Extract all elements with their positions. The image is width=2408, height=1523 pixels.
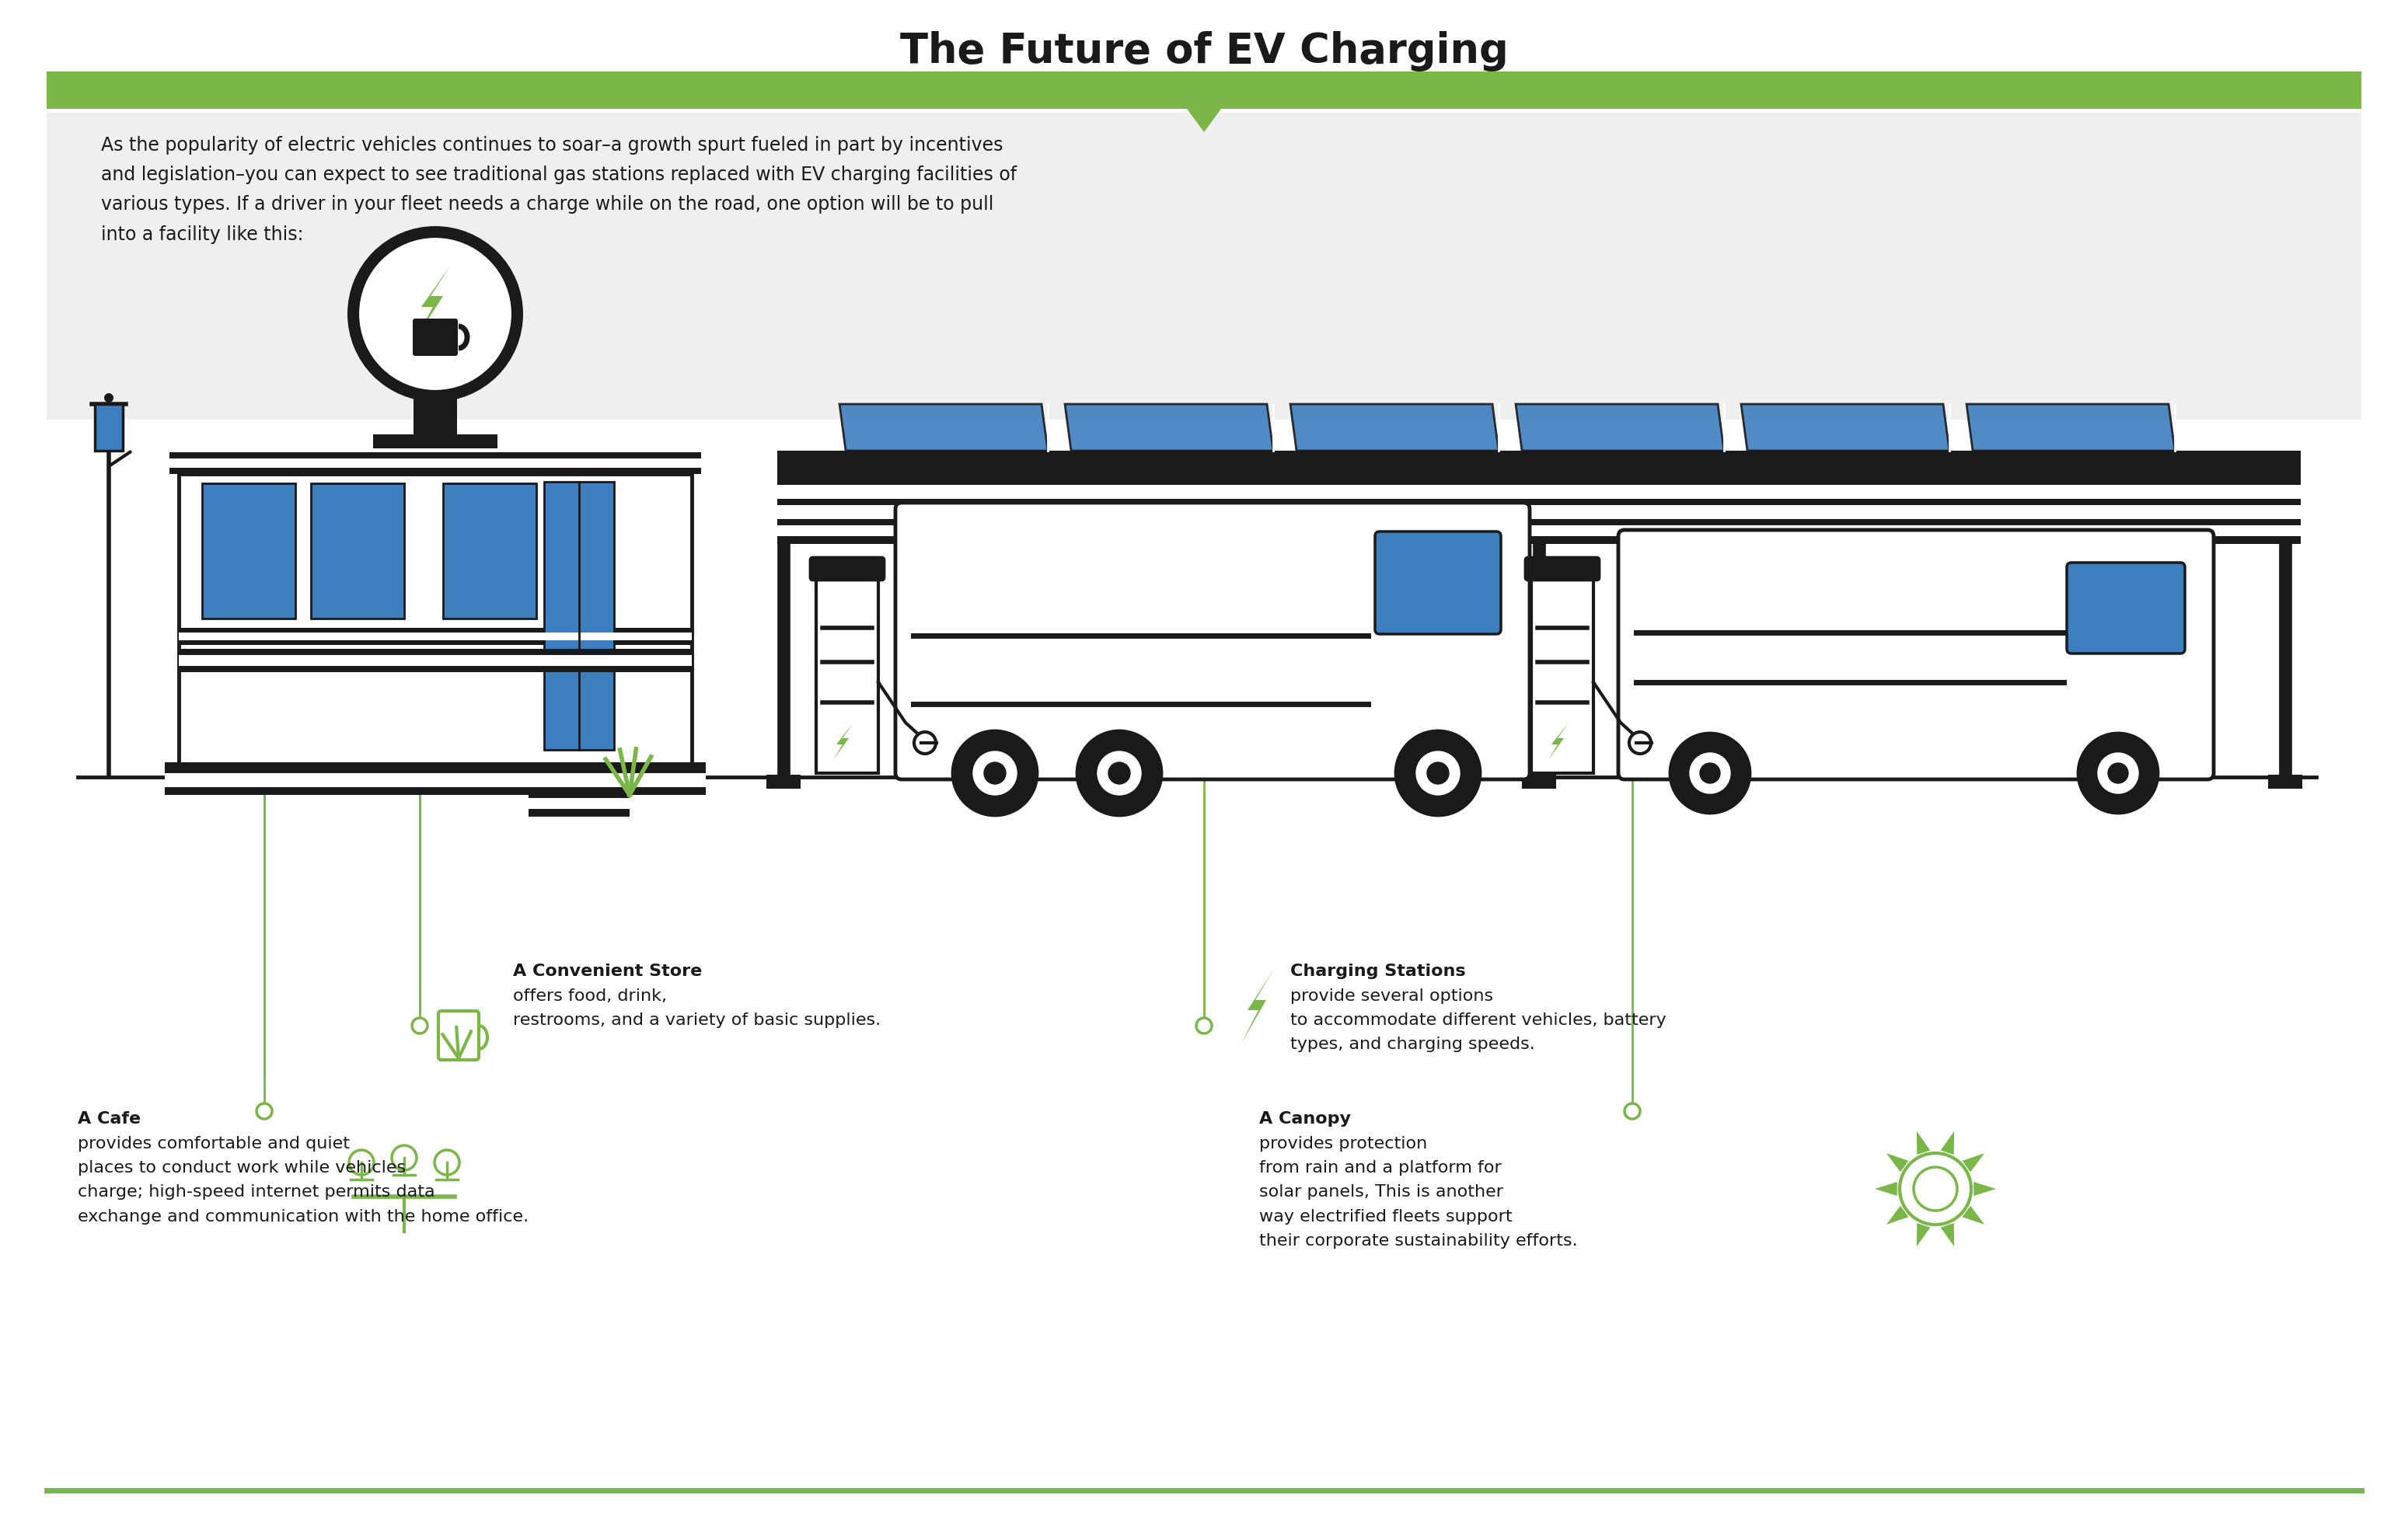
- Bar: [46, 72, 2362, 108]
- Circle shape: [1108, 763, 1129, 784]
- Bar: [778, 519, 2300, 544]
- Circle shape: [1394, 731, 1481, 816]
- FancyBboxPatch shape: [1618, 530, 2213, 780]
- Bar: [94, 404, 123, 451]
- Circle shape: [915, 733, 937, 754]
- FancyBboxPatch shape: [412, 318, 458, 356]
- Circle shape: [1630, 733, 1652, 754]
- Bar: [311, 483, 405, 618]
- Polygon shape: [1885, 1206, 1910, 1224]
- Text: offers food, drink,
restrooms, and a variety of basic supplies.: offers food, drink, restrooms, and a var…: [513, 988, 881, 1028]
- Text: A Cafe: A Cafe: [77, 1112, 140, 1127]
- Circle shape: [1914, 1167, 1958, 1211]
- Bar: [2268, 775, 2302, 789]
- Bar: [527, 798, 628, 809]
- Ellipse shape: [347, 225, 523, 402]
- Circle shape: [2078, 733, 2158, 813]
- Text: As the popularity of electric vehicles continues to soar–a growth spurt fueled i: As the popularity of electric vehicles c…: [101, 136, 1016, 244]
- Bar: [46, 113, 2362, 420]
- Text: provides protection
from rain and a platform for
solar panels, This is another
w: provides protection from rain and a plat…: [1259, 1136, 1577, 1249]
- Polygon shape: [1064, 404, 1274, 451]
- Polygon shape: [1967, 404, 2174, 451]
- Bar: [178, 655, 691, 666]
- FancyBboxPatch shape: [809, 557, 884, 580]
- Circle shape: [2107, 763, 2129, 783]
- Bar: [178, 649, 691, 672]
- Bar: [178, 474, 691, 766]
- FancyBboxPatch shape: [896, 503, 1529, 780]
- Circle shape: [258, 1103, 272, 1119]
- FancyBboxPatch shape: [2066, 562, 2184, 653]
- Polygon shape: [1963, 1153, 1984, 1173]
- Bar: [544, 481, 614, 749]
- Bar: [169, 452, 701, 474]
- Circle shape: [1690, 752, 1731, 793]
- Polygon shape: [833, 722, 852, 760]
- Bar: [202, 483, 296, 618]
- Polygon shape: [840, 404, 1047, 451]
- Bar: [169, 458, 701, 468]
- Bar: [178, 632, 691, 640]
- Circle shape: [1098, 751, 1141, 795]
- Bar: [1522, 775, 1556, 789]
- Bar: [414, 391, 458, 434]
- Circle shape: [412, 1017, 429, 1034]
- Bar: [778, 525, 2300, 536]
- Circle shape: [1416, 751, 1459, 795]
- Polygon shape: [1876, 1182, 1898, 1196]
- Bar: [766, 775, 799, 789]
- FancyBboxPatch shape: [1531, 571, 1594, 774]
- Circle shape: [433, 1150, 460, 1174]
- Bar: [164, 774, 706, 787]
- Polygon shape: [414, 265, 450, 340]
- Circle shape: [1428, 763, 1450, 784]
- Polygon shape: [1548, 722, 1568, 760]
- Circle shape: [104, 393, 113, 402]
- FancyBboxPatch shape: [1375, 532, 1500, 634]
- Circle shape: [1669, 733, 1751, 813]
- Polygon shape: [1187, 108, 1221, 133]
- Circle shape: [349, 1150, 373, 1174]
- Text: A Convenient Store: A Convenient Store: [513, 964, 703, 979]
- Polygon shape: [1885, 1153, 1910, 1173]
- Polygon shape: [1963, 1206, 1984, 1224]
- Text: The Future of EV Charging: The Future of EV Charging: [901, 30, 1507, 72]
- Text: Charging Stations: Charging Stations: [1291, 964, 1466, 979]
- Polygon shape: [1941, 1132, 1955, 1154]
- Bar: [778, 484, 2300, 500]
- Polygon shape: [1917, 1223, 1931, 1246]
- Polygon shape: [1941, 1223, 1955, 1246]
- Bar: [778, 451, 2300, 506]
- Circle shape: [1197, 1017, 1211, 1034]
- Circle shape: [985, 763, 1007, 784]
- Circle shape: [951, 731, 1038, 816]
- Bar: [164, 763, 706, 795]
- FancyBboxPatch shape: [438, 1011, 479, 1060]
- Polygon shape: [1240, 969, 1274, 1043]
- Text: A Canopy: A Canopy: [1259, 1112, 1351, 1127]
- Text: provides comfortable and quiet
places to conduct work while vehicles
charge; hig: provides comfortable and quiet places to…: [77, 1136, 530, 1224]
- Circle shape: [1700, 763, 1719, 783]
- FancyBboxPatch shape: [816, 571, 879, 774]
- Bar: [373, 434, 498, 448]
- Bar: [527, 792, 628, 816]
- Polygon shape: [1515, 404, 1724, 451]
- Circle shape: [1625, 1103, 1640, 1119]
- Circle shape: [393, 1145, 417, 1170]
- Circle shape: [1900, 1153, 1972, 1224]
- Bar: [443, 483, 537, 618]
- Ellipse shape: [356, 236, 513, 391]
- Circle shape: [1076, 731, 1163, 816]
- FancyBboxPatch shape: [1524, 557, 1599, 580]
- Polygon shape: [1741, 404, 1950, 451]
- Polygon shape: [1291, 404, 1498, 451]
- Circle shape: [2097, 752, 2138, 793]
- Polygon shape: [1975, 1182, 1996, 1196]
- Text: provide several options
to accommodate different vehicles, battery
types, and ch: provide several options to accommodate d…: [1291, 988, 1666, 1052]
- Circle shape: [973, 751, 1016, 795]
- Bar: [178, 627, 691, 644]
- Polygon shape: [1917, 1132, 1931, 1154]
